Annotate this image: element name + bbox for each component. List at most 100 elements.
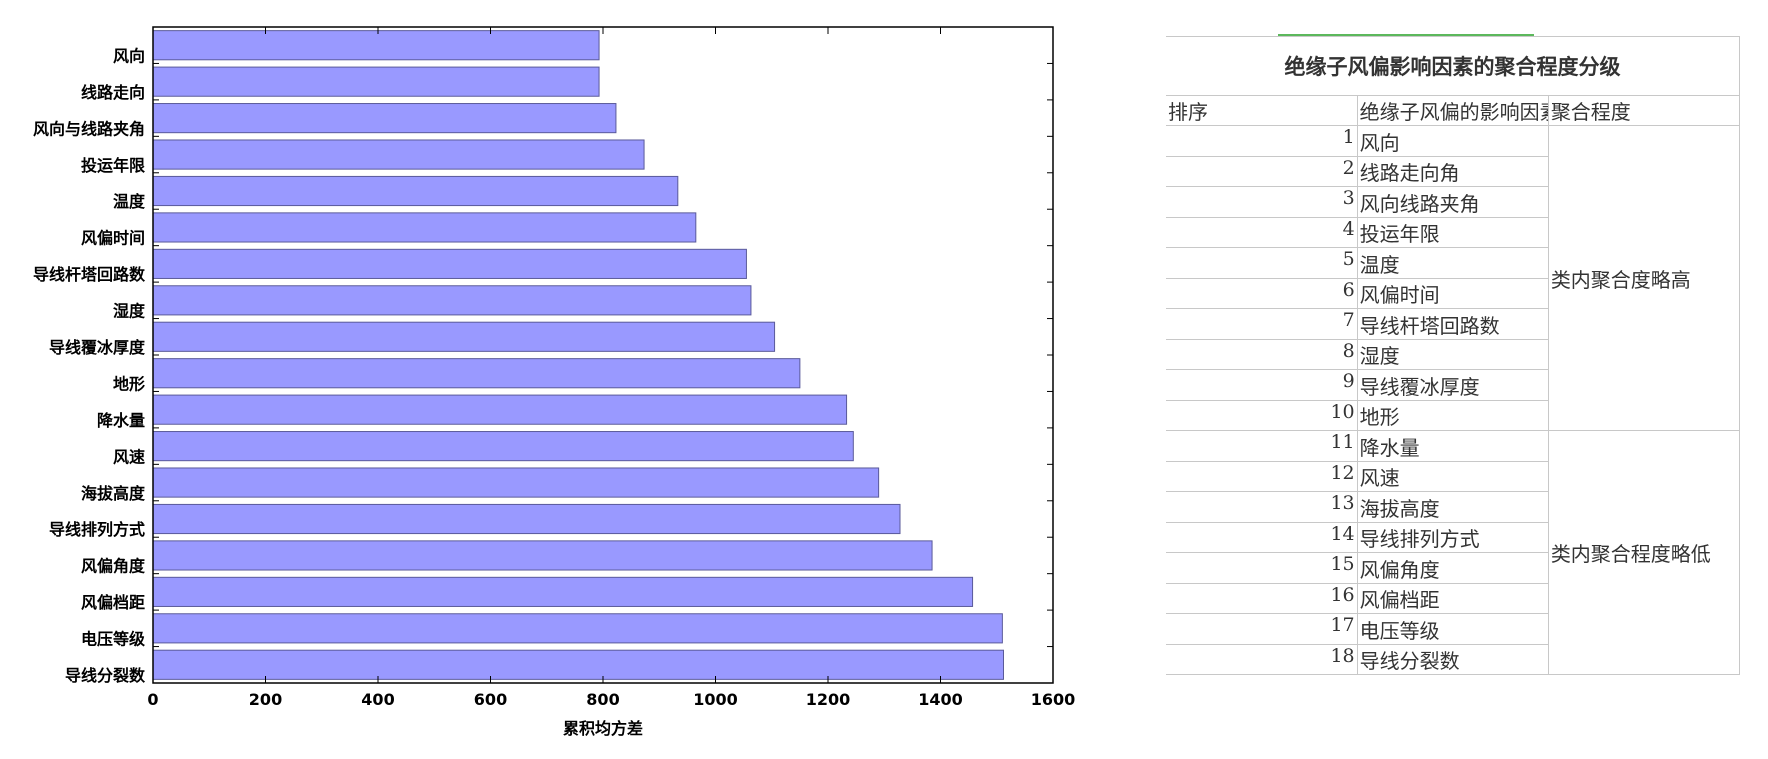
table-title: 绝缘子风偏影响因素的聚合程度分级 [1166,36,1740,96]
rank-cell: 15 [1166,552,1358,584]
ticks-group: 0 200 400 600 800 1000 1200 1400 1600 [147,27,1075,709]
bar [152,285,752,316]
rank-cell: 13 [1166,491,1358,523]
factor-cell: 导线排列方式 [1357,521,1549,553]
factor-cell: 风向 [1357,125,1549,157]
table-row: 5 温度 [1166,247,1740,279]
category-label: 导线杆塔回路数 [33,265,146,284]
table-title-row: 绝缘子风偏影响因素的聚合程度分级 [1166,36,1740,96]
table-row: 13 海拔高度 [1166,491,1740,523]
category-label: 风偏时间 [81,229,145,248]
bar [152,66,600,97]
category-label: 线路走向 [81,83,145,102]
table-row: 8 湿度 [1166,338,1740,370]
category-label: 风偏角度 [81,557,146,576]
category-labels-group: 风向线路走向风向与线路夹角投运年限温度风偏时间导线杆塔回路数湿度导线覆冰厚度地形… [33,46,146,685]
bar [152,503,901,535]
category-label: 导线分裂数 [65,666,146,685]
x-tick-label: 0 [147,690,158,709]
bars-group [152,30,1004,680]
x-tick-label: 400 [361,690,394,709]
header-rank: 排序 [1166,95,1358,126]
category-label: 降水量 [97,411,145,430]
bar [152,139,645,170]
x-tick-label: 200 [249,690,282,709]
table-row: 4 投运年限 [1166,216,1740,248]
factor-cell: 风偏角度 [1357,552,1549,584]
rank-cell: 16 [1166,582,1358,614]
bar [152,30,600,61]
table-row: 6 风偏时间 [1166,277,1740,309]
header-factor: 绝缘子风偏的影响因素 [1357,95,1549,126]
x-tick-label: 1200 [806,690,851,709]
table-row: 11 降水量 类内聚合程度略低 [1166,430,1741,675]
table-header-row: 排序 绝缘子风偏的影响因素 聚合程度 [1166,95,1741,126]
category-label: 风速 [113,447,145,466]
x-axis-title: 累积均方差 [563,719,643,738]
table-row: 2 线路走向角 [1166,155,1740,187]
bar [152,358,801,389]
table-row: 16 风偏档距 [1166,582,1740,614]
x-tick-label: 1400 [918,690,963,709]
rank-cell: 11 [1166,430,1358,462]
category-label: 温度 [112,192,146,211]
rank-cell: 7 [1166,308,1358,340]
factor-cell: 电压等级 [1357,613,1549,645]
rank-cell: 14 [1166,521,1358,553]
factor-cell: 导线杆塔回路数 [1357,308,1549,340]
factor-cell: 海拔高度 [1357,491,1549,523]
factor-cell: 风偏档距 [1357,582,1549,614]
category-label: 海拔高度 [81,484,146,503]
x-tick-label: 1000 [693,690,738,709]
bar [152,175,679,207]
rank-cell: 3 [1166,186,1358,218]
table-row: 9 导线覆冰厚度 [1166,369,1740,401]
rank-cell: 17 [1166,613,1358,645]
bar [152,467,880,498]
table-row: 1 风向 类内聚合度略高 [1166,125,1741,431]
rank-cell: 12 [1166,460,1358,492]
group-cell-low: 类内聚合程度略低 [1548,430,1741,675]
table-row: 12 风速 [1166,460,1740,492]
factor-cell: 投运年限 [1357,216,1549,248]
bar [152,212,697,243]
bar [152,321,776,352]
rank-cell: 10 [1166,399,1358,431]
rank-cell: 1 [1166,125,1358,157]
category-label: 风偏档距 [81,593,145,612]
category-label: 风向与线路夹角 [33,119,145,138]
table-row: 15 风偏角度 [1166,552,1740,584]
table-row: 18 导线分裂数 [1166,643,1740,675]
rank-cell: 8 [1166,338,1358,370]
category-label: 投运年限 [81,156,146,175]
header-group: 聚合程度 [1548,95,1741,126]
rank-cell: 9 [1166,369,1358,401]
category-label: 湿度 [112,302,146,321]
rank-cell: 2 [1166,155,1358,187]
factor-cell: 线路走向角 [1357,155,1549,187]
bar [152,103,617,134]
aggregation-table-panel: 绝缘子风偏影响因素的聚合程度分级 排序 绝缘子风偏的影响因素 聚合程度 1 风向类… [1166,34,1741,675]
factor-cell: 导线覆冰厚度 [1357,369,1549,401]
bar [152,613,1003,644]
table-row: 3 风向线路夹角 [1166,186,1740,218]
bar [152,540,933,571]
rank-cell: 18 [1166,643,1358,675]
factor-cell: 湿度 [1357,338,1549,370]
table-row: 7 导线杆塔回路数 [1166,308,1740,340]
factor-cell: 风速 [1357,460,1549,492]
x-tick-label: 800 [586,690,619,709]
category-label: 导线覆冰厚度 [49,338,146,357]
factor-cell: 风向线路夹角 [1357,186,1549,218]
rank-cell: 6 [1166,277,1358,309]
top-accent-line [1278,34,1534,36]
bar [152,649,1004,680]
bar [152,248,747,279]
bar [152,576,974,607]
x-tick-label: 1600 [1031,690,1076,709]
plot-frame [152,26,1054,684]
rank-cell: 5 [1166,247,1358,279]
category-label: 电压等级 [81,630,146,649]
factor-cell: 地形 [1357,399,1549,431]
aggregation-table: 绝缘子风偏影响因素的聚合程度分级 排序 绝缘子风偏的影响因素 聚合程度 1 风向类… [1166,36,1741,675]
